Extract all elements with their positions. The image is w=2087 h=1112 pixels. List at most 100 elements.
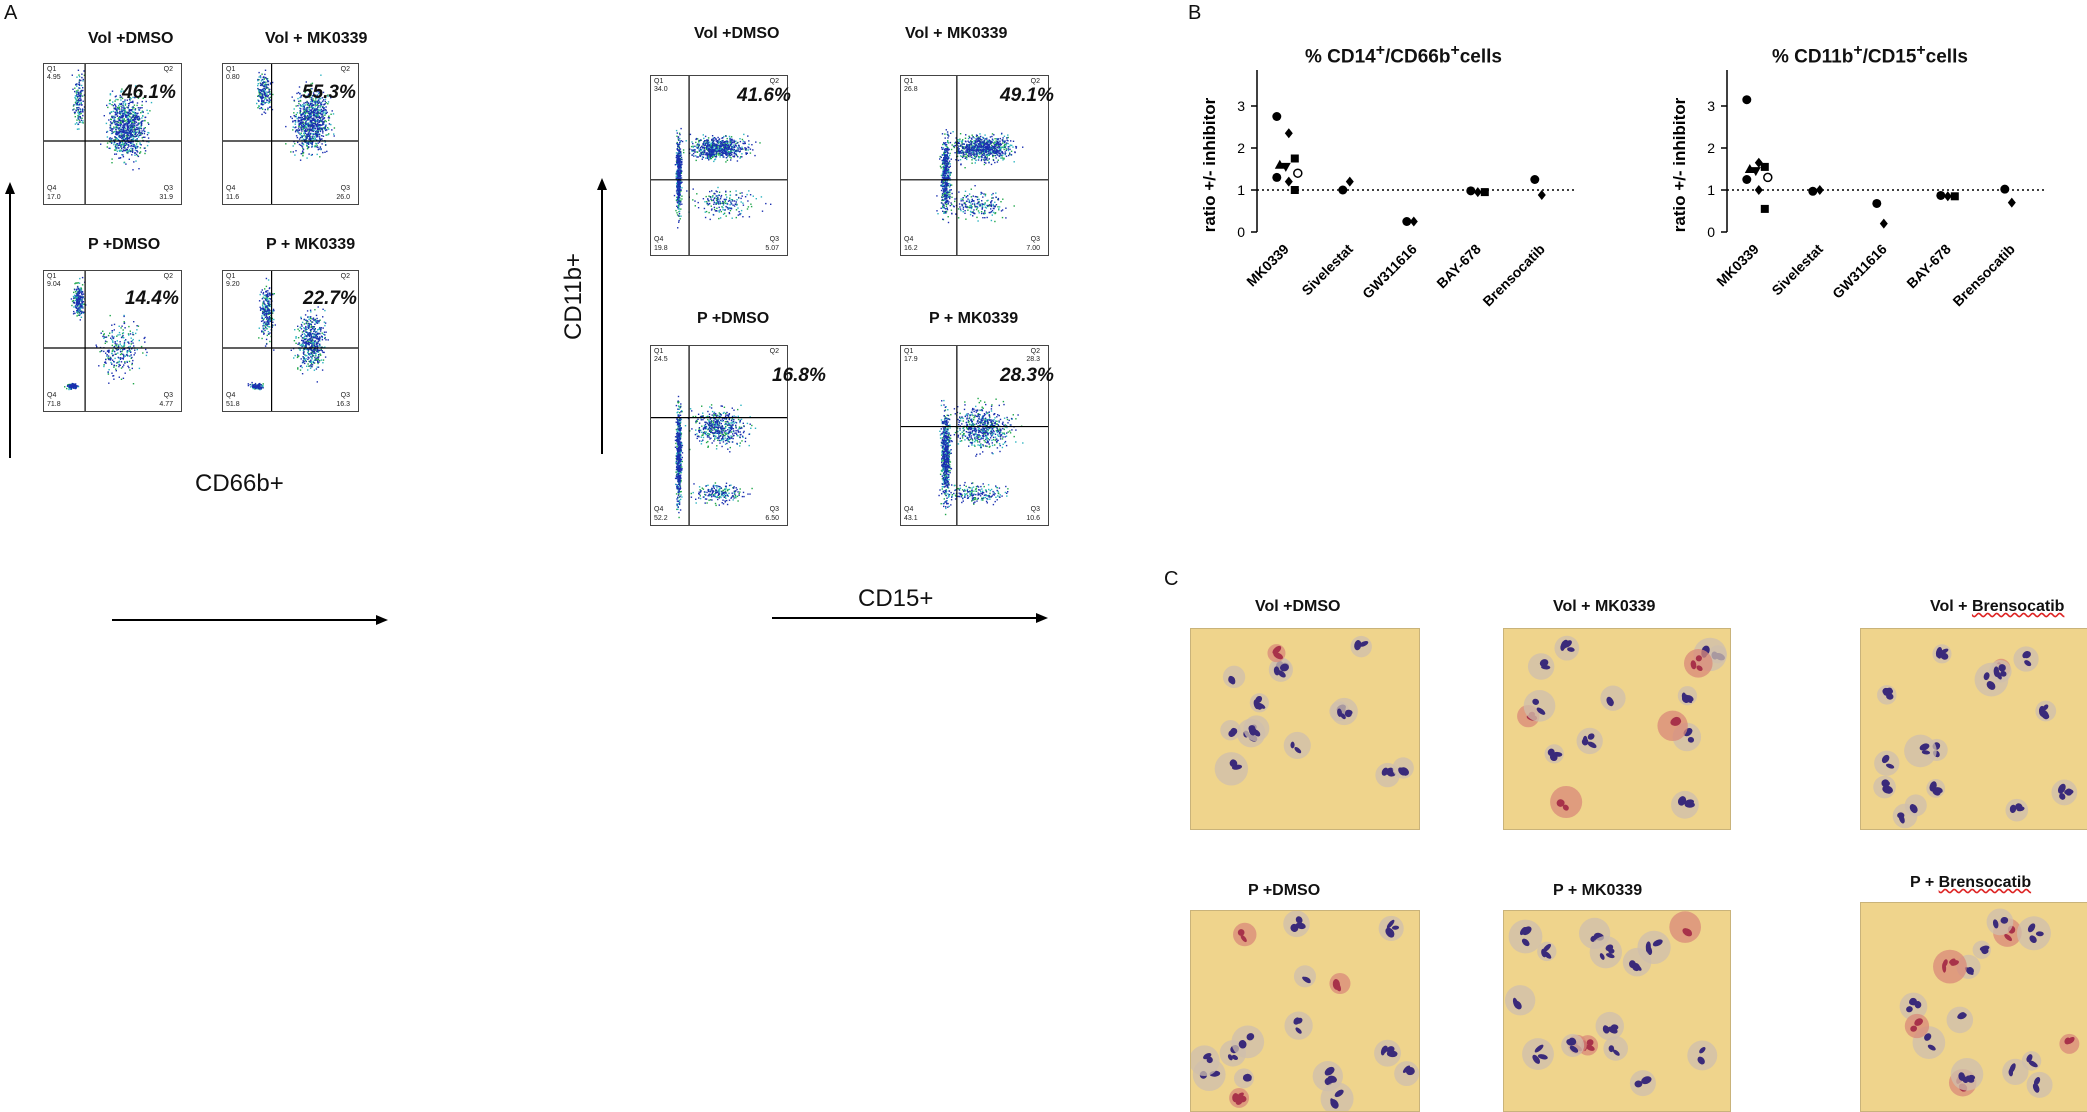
y-tick-label: 3 — [1707, 98, 1715, 114]
data-point — [1754, 185, 1763, 195]
q2-percent: 16.8% — [772, 365, 826, 386]
cell — [1283, 911, 1310, 938]
cell — [1229, 1088, 1250, 1108]
data-point — [1763, 172, 1773, 183]
flow-plot: Q1 34.0 Q2 Q4 19.8 Q3 5.07 — [650, 75, 788, 256]
data-point — [1293, 168, 1303, 178]
plot-title: Vol +DMSO — [694, 25, 780, 42]
flow-plot: Q1 26.8 Q2 Q4 16.2 Q3 7.00 — [900, 75, 1049, 256]
cell — [1554, 635, 1580, 661]
data-point — [1402, 217, 1412, 226]
quadrant-label: 51.8 — [226, 401, 240, 408]
quadrant-label: 7.00 — [1026, 245, 1040, 252]
data-point — [1815, 185, 1824, 195]
cell — [1946, 1006, 1974, 1034]
cell — [1669, 911, 1701, 943]
data-point — [1284, 128, 1293, 139]
quadrant-label: Q4 — [226, 392, 236, 399]
quadrant-label: Q3 — [769, 236, 779, 243]
y-axis-arrow — [597, 178, 607, 454]
cell — [1214, 752, 1249, 786]
data-point — [1272, 112, 1282, 121]
quadrant-label: 5.07 — [765, 245, 779, 252]
quadrant-label: Q4 — [226, 185, 236, 192]
quadrant-label: 17.9 — [904, 356, 918, 363]
q2-percent: 14.4% — [125, 288, 179, 309]
quadrant-label: Q2 — [1030, 78, 1040, 85]
cytospin-image — [1503, 628, 1731, 830]
cell — [1268, 657, 1293, 682]
quadrant-label: 0.80 — [226, 74, 240, 81]
cell — [1986, 908, 2014, 936]
quadrant-label: 34.0 — [654, 86, 668, 93]
cell — [1989, 660, 2012, 683]
quadrant-label: Q4 — [47, 185, 57, 192]
data-point — [1473, 187, 1482, 198]
image-title: P + MK0339 — [1553, 882, 1643, 899]
x-category-label: BAY-678 — [1433, 241, 1484, 292]
cell — [2005, 798, 2029, 822]
y-axis-label: CD11b+ — [560, 253, 587, 340]
cell — [1508, 919, 1543, 954]
scatter-chart-cd14-cd66b: ratio +/- inhibitor 0 1 2 3 4 MK0339Sivelestat… — [1200, 70, 1577, 309]
slide-background — [1191, 911, 1419, 1111]
cell — [1683, 649, 1713, 678]
y-tick-label: 4 — [1707, 70, 1715, 72]
q2-percent: 41.6% — [737, 85, 791, 106]
y-tick-label: 1 — [1237, 182, 1245, 198]
cytospin-image — [1503, 910, 1731, 1112]
data-point — [1338, 185, 1348, 195]
flow-plot: Q1 9.04 Q2 Q4 71.8 Q3 4.77 — [43, 270, 182, 412]
quadrant-label: Q2 — [163, 66, 173, 73]
data-point — [1744, 164, 1755, 173]
data-point — [1290, 154, 1299, 163]
cell — [1561, 1033, 1585, 1057]
cell — [1537, 941, 1557, 962]
cell — [1595, 1011, 1624, 1041]
cytospin-image — [1190, 910, 1420, 1112]
cell — [1933, 949, 1967, 984]
quadrant-label: 26.8 — [904, 86, 918, 93]
cell — [1687, 1040, 1718, 1071]
quadrant-label: 4.95 — [47, 74, 61, 81]
quadrant-label: 24.5 — [654, 356, 668, 363]
flow-plot: Q1 0.80 Q2 Q4 11.6 Q3 26.0 — [222, 63, 359, 205]
quadrant-label: Q2 — [340, 273, 350, 280]
quadrant-label: 17.0 — [47, 194, 61, 201]
cell — [1283, 731, 1311, 759]
x-category-label: BAY-678 — [1903, 241, 1954, 292]
cell — [1904, 794, 1927, 817]
y-tick-label: 3 — [1237, 98, 1245, 114]
event-dots — [674, 395, 757, 519]
data-point — [1943, 191, 1952, 202]
y-tick-label: 0 — [1237, 224, 1245, 240]
cell — [1972, 940, 1991, 959]
data-point — [1274, 159, 1285, 169]
quadrant-label: 4.77 — [159, 401, 173, 408]
cell — [1671, 790, 1699, 819]
quadrant-label: Q3 — [1030, 506, 1040, 513]
quadrant-label: Q1 — [904, 78, 914, 85]
cell — [1374, 1039, 1401, 1067]
data-point — [1742, 175, 1752, 184]
cell — [1544, 744, 1564, 764]
cell — [1657, 710, 1688, 741]
cell — [1527, 653, 1555, 680]
data-point — [1750, 167, 1761, 177]
quadrant-label: Q3 — [163, 185, 173, 192]
quadrant-label: Q1 — [226, 273, 236, 280]
quadrant-label: Q1 — [654, 78, 664, 85]
cell — [1932, 644, 1952, 664]
x-category-label: MK0339 — [1713, 241, 1762, 290]
plot-title: P +DMSO — [697, 310, 770, 327]
q2-percent: 49.1% — [1000, 85, 1054, 106]
q2-percent: 46.1% — [122, 82, 176, 103]
cell — [1394, 1061, 1419, 1087]
cytospin-image — [1860, 628, 2087, 830]
quadrant-label: 52.2 — [654, 515, 668, 522]
data-point — [1409, 216, 1418, 227]
cell — [1350, 635, 1372, 658]
panel-b-letter: B — [1188, 2, 1202, 24]
quadrant-label: Q3 — [163, 392, 173, 399]
x-axis-label: CD15+ — [858, 585, 934, 612]
